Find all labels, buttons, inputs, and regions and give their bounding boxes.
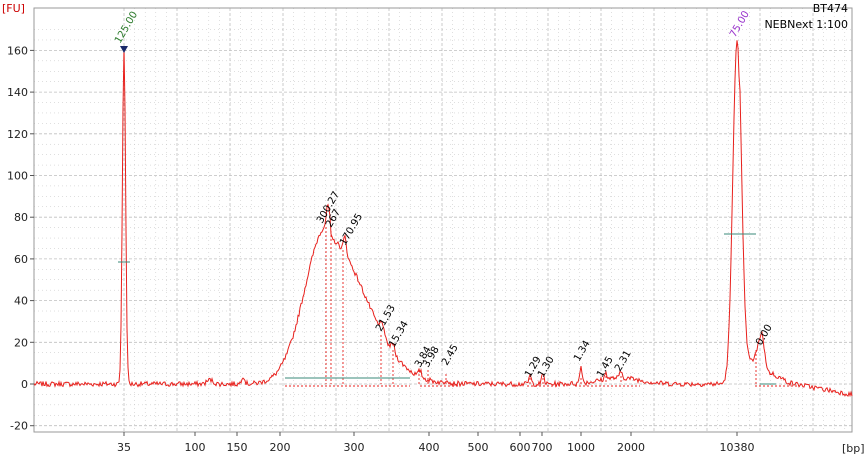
sample-subtitle: NEBNext 1:100 (764, 18, 848, 31)
x-tick-label: 700 (532, 441, 553, 454)
y-tick-label: 140 (7, 86, 28, 99)
x-tick-label: 600 (510, 441, 531, 454)
x-axis-unit-label: [bp] (842, 442, 865, 455)
plot-border (33, 7, 853, 433)
y-tick-label: 40 (14, 295, 28, 308)
electropherogram-trace (33, 40, 853, 398)
plot-frame (33, 7, 853, 433)
x-tick-label: 35 (117, 441, 131, 454)
y-tick-label: -20 (10, 420, 28, 433)
y-tick-label: 80 (14, 211, 28, 224)
y-axis-ticks: -20 0 20 40 60 80 100 120 140 160 (7, 44, 34, 433)
x-tick-label: 100 (185, 441, 206, 454)
x-tick-label: 500 (468, 441, 489, 454)
lower-marker-triangle (120, 46, 128, 53)
y-tick-label: 120 (7, 128, 28, 141)
y-axis-unit-label: [FU] (2, 2, 25, 15)
y-tick-label: 60 (14, 253, 28, 266)
x-tick-label: 400 (419, 441, 440, 454)
x-tick-label: 200 (270, 441, 291, 454)
x-tick-label: 150 (227, 441, 248, 454)
x-tick-label: 300 (344, 441, 365, 454)
sample-name: BT474 (813, 2, 848, 15)
trace-layer (33, 40, 853, 398)
grid-lines (34, 8, 852, 432)
x-tick-label: 1000 (567, 441, 595, 454)
y-tick-label: 20 (14, 336, 28, 349)
x-tick-label: 10380 (720, 441, 755, 454)
y-tick-label: 0 (21, 378, 28, 391)
x-axis-ticks: 35 100 150 200 300 400 500 600 700 1000 2000 10380 (117, 432, 755, 454)
y-tick-label: 100 (7, 170, 28, 183)
x-tick-label: 2000 (617, 441, 645, 454)
y-tick-label: 160 (7, 44, 28, 57)
